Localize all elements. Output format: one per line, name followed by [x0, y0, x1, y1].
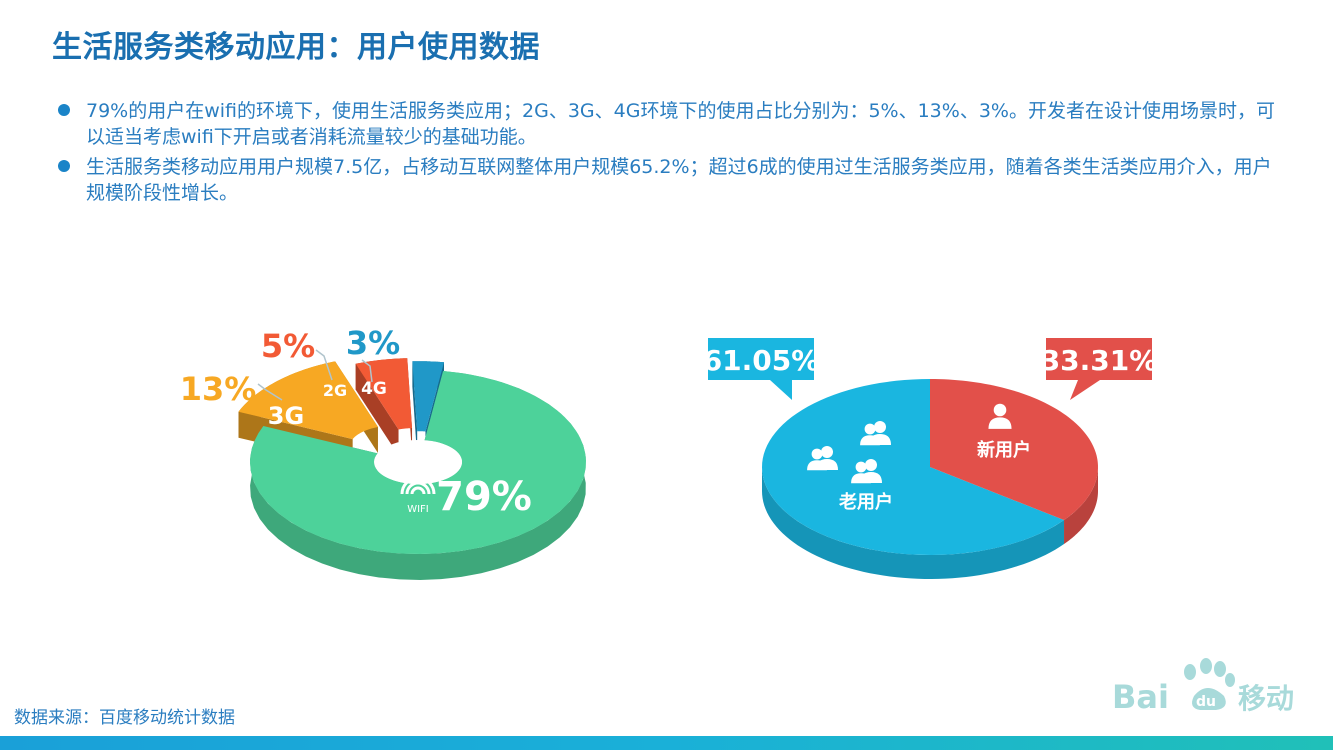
- bullet-list: 79%的用户在wifi的环境下，使用生活服务类应用；2G、3G、4G环境下的使用…: [56, 98, 1286, 210]
- logo-du: du: [1196, 694, 1216, 710]
- pie-slice-side: [1064, 467, 1098, 545]
- pie-slice-new-users: [930, 379, 1098, 521]
- user-icon: [816, 446, 838, 470]
- bullet-item: 生活服务类移动应用用户规模7.5亿，占移动互联网整体用户规模65.2%；超过6成…: [56, 154, 1286, 206]
- user-pie-chart: 老用户 新用户 61.05% 33.31%: [703, 338, 1158, 579]
- network-pie-chart: 3G 2G 4G WIFI 79% 13%5% 3%: [180, 324, 586, 580]
- callout-new-users: 33.31%: [1041, 338, 1158, 400]
- bullet-dot: [58, 160, 70, 172]
- paw-icon: Bai du 移动: [1112, 658, 1294, 716]
- svg-text:33.31%: 33.31%: [1041, 344, 1158, 377]
- baidu-mobile-logo: Bai du 移动: [1112, 656, 1312, 726]
- slice-label-3g: 3G: [268, 402, 304, 430]
- wifi-icon: [400, 476, 436, 495]
- pie-slice-wifi: [250, 371, 586, 554]
- value-label-4g: 3%: [346, 324, 400, 362]
- leader-line: [257, 383, 283, 401]
- slice-label-2g: 2G: [323, 381, 347, 400]
- bullet-text: 79%的用户在wifi的环境下，使用生活服务类应用；2G、3G、4G环境下的使用…: [86, 100, 1275, 148]
- callout-old-users: 61.05%: [703, 338, 820, 400]
- data-source-note: 数据来源：百度移动统计数据: [14, 708, 235, 728]
- user-icon: [988, 403, 1012, 429]
- svg-text:61.05%: 61.05%: [703, 344, 820, 377]
- logo-text: Bai: [1112, 678, 1169, 716]
- slice-label-new-users: 新用户: [977, 439, 1031, 461]
- leader-line: [361, 359, 373, 383]
- slice-label-wifi: WIFI: [407, 504, 429, 515]
- pie-slice-3g: [238, 361, 378, 440]
- footer-bar: [0, 736, 1333, 750]
- pie-slice-4g: [412, 361, 444, 432]
- pie-slice-old-users: [762, 379, 1065, 555]
- users-icon: [851, 459, 882, 484]
- value-label-3g: 13%: [180, 370, 257, 408]
- value-label-2g: 5%: [261, 327, 315, 365]
- page-title: 生活服务类移动应用：用户使用数据: [52, 30, 540, 65]
- leader-line: [315, 349, 333, 381]
- users-icon: [807, 446, 838, 471]
- slice-label-4g: 4G: [361, 379, 387, 399]
- user-icon: [869, 421, 891, 445]
- logo-cn: 移动: [1238, 682, 1294, 715]
- user-icon: [860, 459, 882, 483]
- pie-slice-side: [762, 467, 1065, 579]
- bullet-text: 生活服务类移动应用用户规模7.5亿，占移动互联网整体用户规模65.2%；超过6成…: [86, 156, 1272, 204]
- bullet-dot: [58, 104, 70, 116]
- bullet-item: 79%的用户在wifi的环境下，使用生活服务类应用；2G、3G、4G环境下的使用…: [56, 98, 1286, 150]
- slice-label-old-users: 老用户: [839, 491, 893, 513]
- value-label-wifi: 79%: [436, 474, 532, 520]
- pie-slice-2g: [355, 358, 413, 430]
- users-icon: [860, 421, 891, 446]
